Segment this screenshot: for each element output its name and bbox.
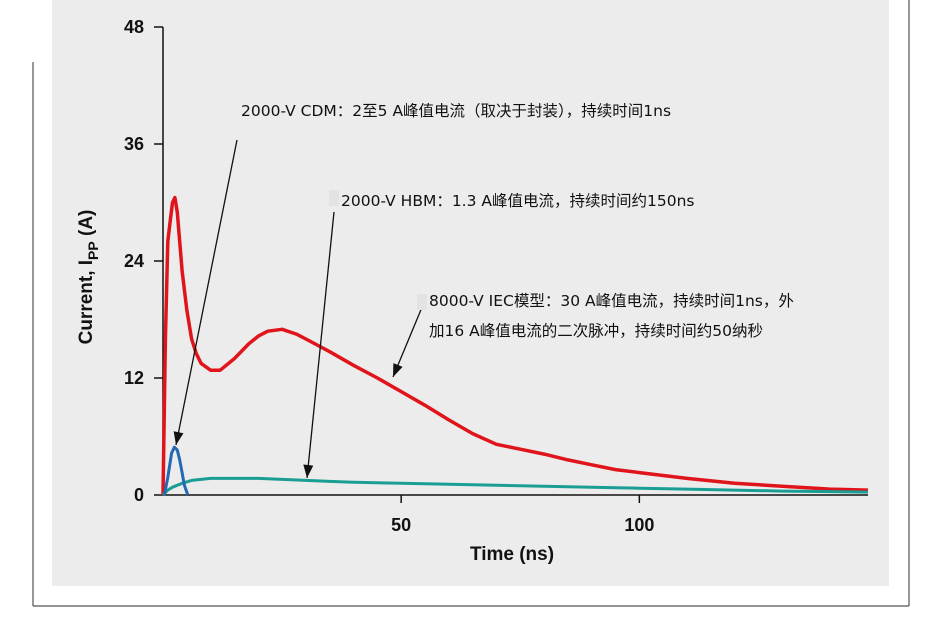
plot-background	[52, 0, 889, 586]
annotation-cdm: 2000-V CDM：2至5 A峰值电流（取决于封装），持续时间1ns	[241, 102, 671, 120]
y-tick-label: 48	[124, 17, 144, 37]
x-ticks: 50 100	[391, 495, 654, 535]
annotation-arrowhead	[303, 464, 314, 478]
y-axis-label-main: Current, I	[76, 260, 97, 344]
annotation-arrow-line	[306, 211, 335, 479]
series-line-iec	[161, 195, 869, 496]
y-tick-label: 24	[124, 251, 144, 271]
annotation-arrowhead	[173, 431, 184, 445]
annotation-arrowhead	[393, 363, 403, 377]
y-tick-label: 36	[124, 134, 144, 154]
annotation-iec-marker	[417, 294, 427, 310]
x-tick-label: 50	[391, 515, 411, 535]
y-tick-label: 0	[134, 485, 144, 505]
y-tick-label: 12	[124, 368, 144, 388]
annotation-hbm-marker	[329, 190, 339, 206]
y-axis-label-unit: (A)	[76, 210, 97, 242]
y-axis-label: Current, IPP (A)	[76, 210, 101, 345]
series-line-hbm	[161, 476, 869, 497]
annotation-arrow-line	[175, 139, 238, 446]
x-tick-label: 100	[624, 515, 654, 535]
annotation-arrows	[173, 139, 426, 479]
annotation-iec-line2: 加16 A峰值电流的二次脉冲，持续时间约50纳秒	[429, 322, 763, 340]
y-ticks: 0 12 24 36 48	[124, 17, 163, 505]
annotation-arrow-line	[392, 299, 426, 378]
annotation-iec-line1: 8000-V IEC模型：30 A峰值电流，持续时间1ns，外	[429, 292, 794, 310]
y-axis-label-subscript: PP	[85, 241, 101, 260]
annotation-hbm: 2000-V HBM：1.3 A峰值电流，持续时间约150ns	[341, 192, 695, 210]
x-axis-label: Time (ns)	[470, 544, 554, 565]
series-line-cdm	[162, 445, 190, 496]
